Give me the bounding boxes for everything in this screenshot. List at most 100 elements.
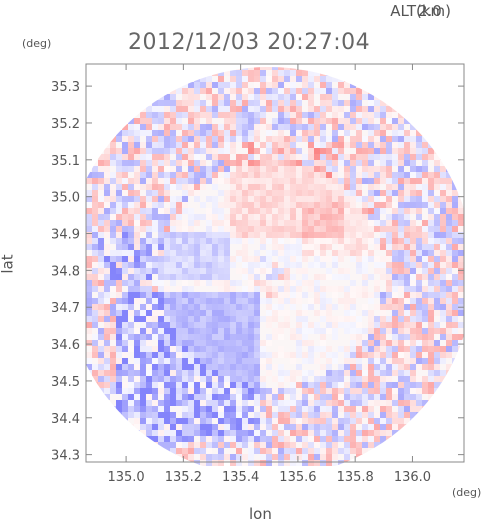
heat-cell [374,304,380,310]
heat-cell [290,142,296,148]
heat-cell [116,340,122,346]
heat-cell [104,232,110,238]
heat-cell [356,160,362,166]
heat-cell [350,238,356,244]
heat-cell [248,262,254,268]
heat-cell [398,352,404,358]
heat-cell [188,334,194,340]
heat-cell [356,136,362,142]
heat-cell [218,382,224,388]
heat-cell [278,250,284,256]
heat-cell [392,184,398,190]
heat-cell [374,292,380,298]
heat-cell [218,340,224,346]
heat-cell [458,328,464,334]
heat-cell [410,268,416,274]
heat-cell [320,220,326,226]
heat-cell [104,196,110,202]
y-axis: 34.334.434.534.634.734.834.935.035.135.2… [51,80,464,464]
heat-cell [98,310,104,316]
heat-cell [188,346,194,352]
heat-cell [188,148,194,154]
heat-cell [392,442,398,448]
heat-cell [92,238,98,244]
heat-cell [188,94,194,100]
heat-cell [164,274,170,280]
heat-cell [446,298,452,304]
heat-cell [362,232,368,238]
heat-cell [182,436,188,442]
heat-cell [320,160,326,166]
heat-cell [254,358,260,364]
heat-cell [428,148,434,154]
heat-cell [422,262,428,268]
heat-cell [338,268,344,274]
heat-cell [128,400,134,406]
heat-cell [86,310,92,316]
heat-cell [290,262,296,268]
heat-cell [170,322,176,328]
heat-cell [332,208,338,214]
heat-cell [140,124,146,130]
y-tick-label: 35.1 [51,154,80,169]
heat-cell [200,244,206,250]
heat-cell [302,202,308,208]
heat-cell [338,376,344,382]
heat-cell [230,238,236,244]
heat-cell [188,376,194,382]
heat-cell [164,352,170,358]
heat-cell [374,316,380,322]
heat-cell [272,352,278,358]
heat-cell [458,352,464,358]
heat-cell [338,382,344,388]
heat-cell [116,292,122,298]
heat-cell [182,100,188,106]
heat-cell [338,370,344,376]
heat-cell [326,310,332,316]
heat-cell [278,436,284,442]
heat-cell [440,382,446,388]
heat-cell [194,238,200,244]
heat-cell [278,310,284,316]
heat-cell [422,232,428,238]
heat-cell [416,346,422,352]
heat-cell [140,310,146,316]
heat-cell [86,178,92,184]
heat-cell [92,214,98,220]
heat-cell [134,340,140,346]
heat-cell [452,358,458,364]
heat-cell [302,82,308,88]
heat-cell [434,196,440,202]
heat-cell [452,340,458,346]
heat-cell [302,112,308,118]
heat-cell [182,256,188,262]
heat-cell [170,172,176,178]
heat-cell [254,346,260,352]
heat-cell [236,166,242,172]
heat-cell [218,142,224,148]
heat-cell [164,208,170,214]
heat-cell [332,460,338,466]
heat-cell [128,394,134,400]
heat-cell [296,118,302,124]
heat-cell [266,214,272,220]
heat-cell [116,328,122,334]
heat-cell [314,454,320,460]
heat-cell [290,352,296,358]
heat-cell [404,262,410,268]
heat-cell [176,376,182,382]
heat-cell [260,226,266,232]
heat-cell [344,124,350,130]
heat-cell [242,76,248,82]
heat-cell [206,124,212,130]
heat-cell [254,76,260,82]
heat-cell [98,382,104,388]
heat-cell [380,304,386,310]
heat-cell [140,166,146,172]
heat-cell [224,256,230,262]
heat-cell [188,394,194,400]
heat-cell [248,232,254,238]
heat-cell [410,376,416,382]
heat-cell [98,160,104,166]
heat-cell [206,328,212,334]
